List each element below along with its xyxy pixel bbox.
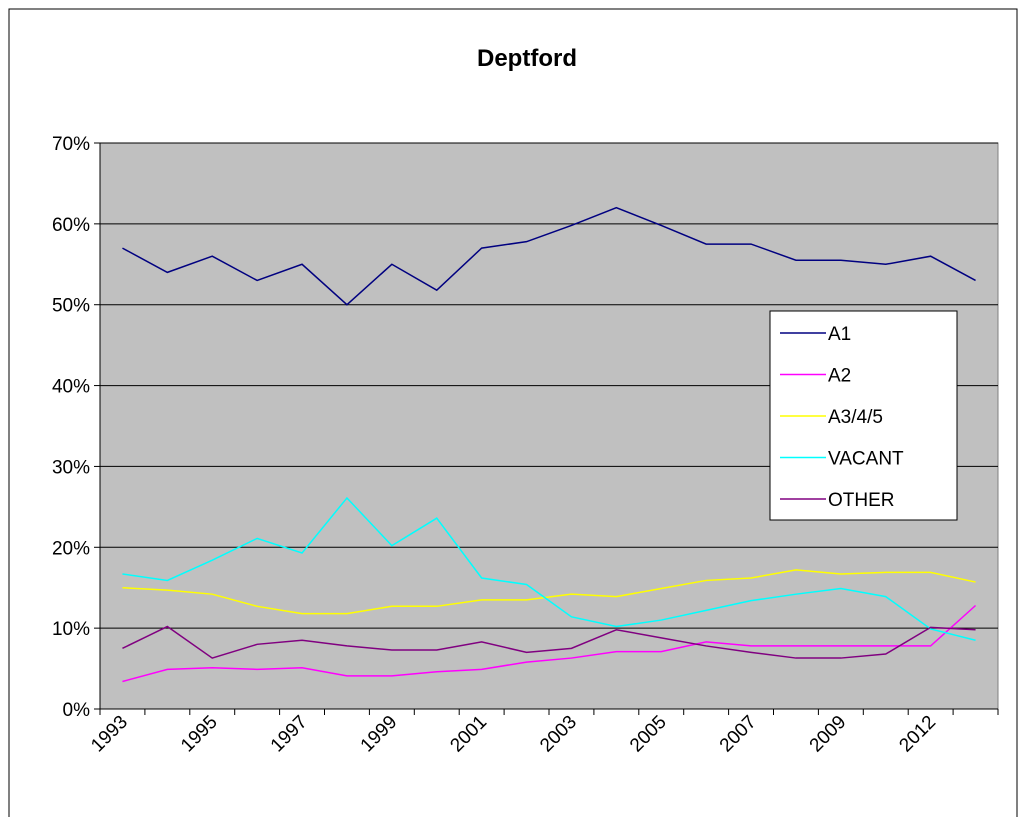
legend-label: A2: [828, 366, 851, 387]
line-series: [122, 206, 976, 306]
line-series: [122, 604, 977, 683]
y-tick-label: 40%: [52, 377, 90, 398]
y-tick-label: 60%: [52, 215, 90, 236]
y-tick-label: 50%: [52, 296, 90, 317]
legend-label: OTHER: [828, 490, 895, 511]
line-series: [122, 569, 976, 615]
legend-label: A3/4/5: [828, 407, 883, 428]
series: [122, 604, 977, 683]
series: [122, 569, 976, 615]
y-tick-label: 10%: [52, 619, 90, 640]
line-series: [122, 496, 976, 641]
line-series: [122, 625, 976, 659]
y-tick-label: 20%: [52, 538, 90, 559]
series: [122, 206, 976, 306]
y-tick-label: 30%: [52, 457, 90, 478]
y-tick-label: 70%: [52, 134, 90, 155]
chart-title: Deptford: [477, 45, 577, 72]
legend-label: A1: [828, 324, 851, 345]
series: [122, 625, 976, 659]
legend-label: VACANT: [828, 449, 904, 470]
series: [122, 496, 976, 641]
y-tick-label: 0%: [63, 700, 91, 721]
